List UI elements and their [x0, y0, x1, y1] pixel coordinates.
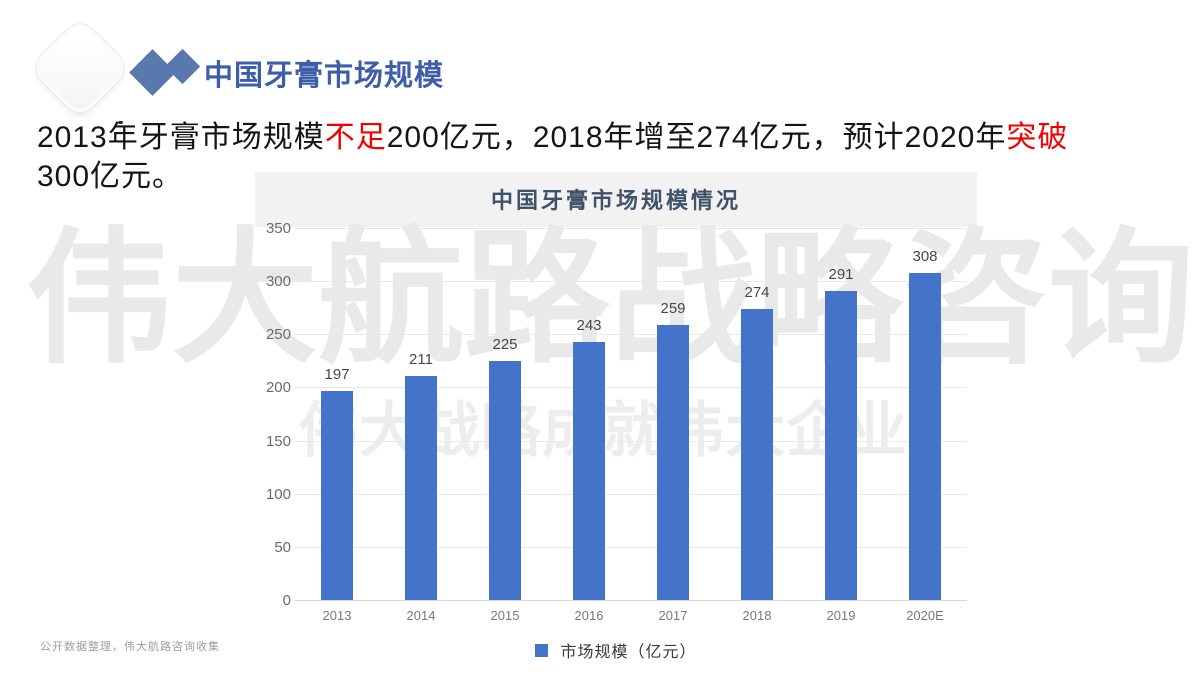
y-axis-tick-label: 350 [265, 220, 291, 237]
bar-value-label: 259 [660, 299, 686, 317]
bar-value-label: 243 [576, 316, 602, 334]
diamond-icon [129, 49, 176, 96]
bar-value-label: 308 [912, 247, 938, 265]
bar [321, 390, 353, 600]
bar-chart: 中国牙膏市场规模情况 0 50 100 150 200 250 300 350 197 211 2… [255, 170, 977, 670]
gridline [295, 387, 967, 389]
bar-value-label: 211 [409, 350, 433, 368]
bar [489, 360, 521, 600]
bar [405, 375, 437, 600]
gridline [295, 493, 967, 495]
bar-value-label: 274 [744, 283, 770, 301]
intro-segment: 200亿元，2018年增至274亿元，预计2020年 [386, 121, 1007, 154]
y-axis-tick-label: 250 [265, 326, 291, 344]
y-axis-tick-label: 300 [265, 273, 291, 291]
x-axis-label: 2017 [658, 608, 688, 623]
source-note: 公开数据整理，伟大航路咨询收集 [40, 641, 220, 653]
x-axis-label: 2019 [826, 608, 856, 623]
x-axis-label: 2014 [406, 608, 436, 623]
intro-text: 2013年牙膏市场规模不足200亿元，2018年增至274亿元，预计2020年突… [37, 118, 1182, 196]
decor-diamond-card [33, 21, 127, 115]
legend-label: 市场规模（亿元） [560, 644, 697, 661]
x-axis-label: 2018 [742, 608, 772, 623]
bar [741, 308, 773, 600]
bar-value-label: 291 [828, 265, 854, 283]
y-axis: 0 50 100 150 200 250 300 350 [255, 220, 295, 609]
bar [825, 290, 857, 600]
intro-segment: 不足 [324, 121, 387, 154]
x-axis-label: 2020E [906, 608, 944, 623]
gridline [295, 334, 967, 336]
y-axis-tick-label: 50 [274, 538, 291, 556]
bar [657, 324, 689, 600]
x-axis-label: 2015 [490, 608, 520, 623]
y-axis-tick-label: 200 [265, 379, 291, 397]
bar [909, 272, 941, 600]
y-axis-tick-label: 0 [282, 592, 291, 609]
intro-segment: 突破 [1006, 121, 1069, 154]
gridline [295, 600, 967, 601]
legend: 市场规模（亿元） [255, 638, 977, 662]
page-title: 中国牙膏市场规模 [204, 60, 445, 92]
y-axis-tick-label: 100 [265, 485, 291, 503]
chart-header-band [255, 172, 977, 227]
x-axis-label: 2016 [574, 608, 604, 623]
gridline [295, 546, 967, 548]
plot-area: 197 211 225 243 259 274 291 308 [295, 228, 967, 601]
diamond-icon [164, 48, 201, 85]
bar-value-label: 197 [324, 365, 350, 383]
stray-mark [118, 121, 123, 124]
intro-segment: 2013年牙膏市场规模 [37, 121, 325, 154]
watermark-line1: 伟大航路战略咨询 [26, 217, 1194, 380]
intro-segment: 300亿元。 [37, 160, 184, 193]
y-axis-tick-label: 150 [265, 432, 291, 450]
bar-value-label: 225 [492, 335, 518, 353]
gridline [295, 440, 967, 442]
chart-title: 中国牙膏市场规模情况 [490, 188, 741, 213]
gridline [295, 281, 967, 283]
legend-swatch [535, 643, 549, 657]
gridline [295, 228, 967, 229]
bar [573, 341, 605, 600]
x-axis-label: 2013 [322, 608, 352, 623]
